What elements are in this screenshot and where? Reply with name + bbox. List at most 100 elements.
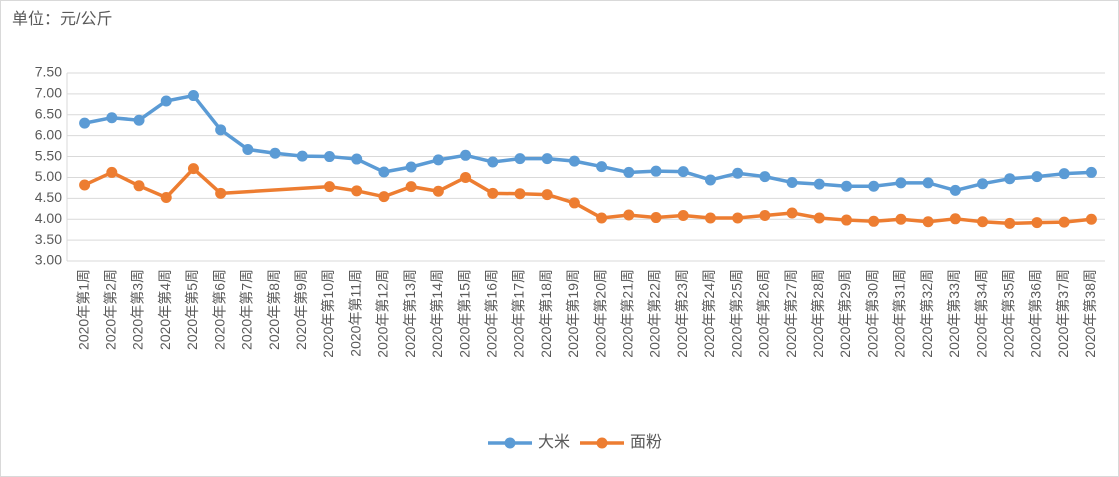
y-tick-label: 7.00 [35,85,62,101]
data-point [160,95,172,107]
x-tick-label: 2020年第23周 [674,269,690,358]
x-tick-label: 2020年第17周 [511,269,527,358]
legend-marker [504,437,516,449]
x-tick-label: 2020年第2周 [103,269,119,350]
x-tick-label: 2020年第7周 [239,269,255,350]
data-point [187,90,199,102]
x-tick-label: 2020年第37周 [1055,269,1071,358]
legend-label: 面粉 [630,433,662,451]
data-point [242,143,254,155]
legend-marker [596,437,608,449]
data-point [596,212,608,224]
x-tick-label: 2020年第29周 [837,269,853,358]
data-point [922,177,934,189]
data-point [977,216,989,228]
x-tick-label: 2020年第9周 [293,269,309,350]
x-tick-label: 2020年第10周 [320,269,336,358]
x-tick-label: 2020年第13周 [402,269,418,358]
y-axis-label: 单位：元/公斤 [12,10,112,28]
data-point [704,174,716,186]
data-point [106,166,118,178]
data-point [378,166,390,178]
data-point [106,112,118,124]
x-tick-label: 2020年第19周 [565,269,581,358]
x-tick-label: 2020年第5周 [184,269,200,350]
y-tick-label: 5.50 [35,147,62,163]
data-point [160,191,172,203]
data-point [324,181,335,193]
data-point [405,181,417,193]
data-point [786,176,798,188]
gap-connector [218,184,332,196]
data-point [677,209,689,221]
data-point [378,191,390,203]
data-point [460,149,472,161]
y-tick-label: 3.50 [35,231,62,247]
data-point [1058,168,1070,180]
data-point [133,114,145,126]
x-tick-label: 2020年第15周 [456,269,472,358]
data-point [1031,217,1043,229]
data-point [895,177,907,189]
x-tick-label: 2020年第4周 [157,269,173,350]
data-point [351,185,363,197]
y-tick-label: 6.00 [35,126,62,142]
x-tick-label: 2020年第27周 [783,269,799,358]
x-tick-label: 2020年第31周 [892,269,908,358]
x-tick-label: 2020年第33周 [946,269,962,358]
data-point [215,124,227,136]
data-point [541,189,553,201]
data-point [677,166,689,178]
y-tick-label: 4.00 [35,210,62,226]
data-point [432,154,444,166]
data-point [949,184,961,196]
data-point [596,161,608,173]
data-point [868,180,880,192]
x-tick-label: 2020年第30周 [864,269,880,358]
y-tick-label: 6.50 [35,105,62,121]
data-point [786,207,798,219]
x-tick-label: 2020年第18周 [538,269,554,358]
x-tick-label: 2020年第6周 [211,269,227,350]
data-point [895,213,907,225]
y-tick-label: 4.50 [35,189,62,205]
x-tick-label: 2020年第16周 [483,269,499,358]
data-point [79,117,91,129]
data-point [351,153,363,165]
x-tick-label: 2020年第25周 [728,269,744,358]
data-point [841,214,852,226]
x-tick-label: 2020年第28周 [810,269,826,358]
data-point [1004,173,1016,185]
data-point [568,155,580,167]
x-tick-label: 2020年第8周 [266,269,282,350]
x-tick-label: 2020年第36周 [1028,269,1044,358]
x-tick-label: 2020年第38周 [1082,269,1098,358]
x-tick-label: 2020年第12周 [375,269,391,358]
data-point [487,187,499,199]
data-point [704,212,716,224]
data-point [841,180,852,192]
legend-label: 大米 [538,433,570,451]
data-point [432,185,444,197]
data-point [732,167,744,179]
data-point [949,213,961,225]
data-point [759,171,771,183]
data-point [514,153,526,165]
data-point [187,163,199,175]
data-point [269,147,281,159]
data-point [1058,216,1070,228]
data-point [1004,217,1016,229]
data-point [79,179,91,191]
data-point [813,212,825,224]
x-tick-label: 2020年第14周 [429,269,445,358]
x-tick-label: 2020年第34周 [973,269,989,358]
data-point [324,151,335,163]
data-point [813,178,825,190]
x-tick-label: 2020年第35周 [1000,269,1016,358]
y-tick-label: 5.00 [35,168,62,184]
x-tick-label: 2020年第26周 [756,269,772,358]
data-point [405,161,417,173]
data-point [215,187,227,199]
